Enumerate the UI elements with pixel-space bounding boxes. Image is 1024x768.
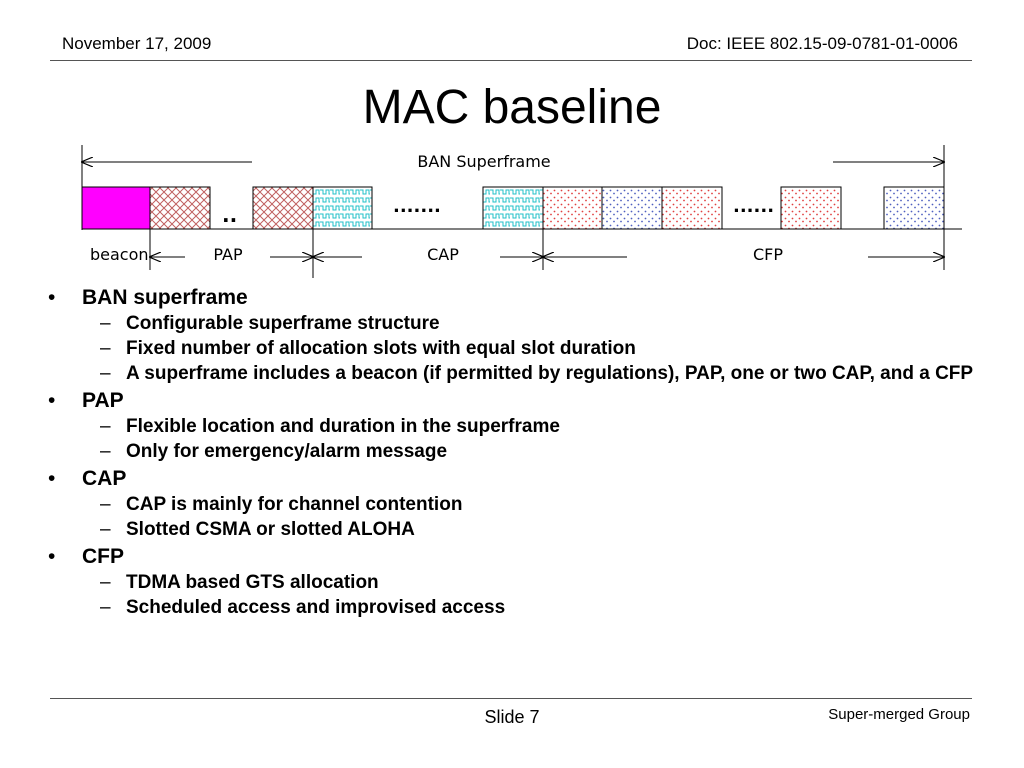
cfp-slot: [542, 186, 603, 230]
bullet-text: CFP: [82, 545, 124, 568]
bullet-text: BAN superframe: [82, 286, 248, 309]
sub-bullet-text: Configurable superframe structure: [126, 313, 440, 334]
sub-bullet-item: – Fixed number of allocation slots with e…: [48, 339, 978, 359]
sub-bullet-item: – CAP is mainly for channel contention: [48, 495, 978, 515]
superframe-diagram: BAN Superframe .. ....... ...... beacon …: [0, 145, 962, 278]
sub-bullet-item: – A superframe includes a beacon (if perm…: [48, 364, 978, 383]
sub-bullet-text: A superframe includes a beacon (if permi…: [126, 363, 974, 384]
sub-bullet-text: CAP is mainly for channel contention: [126, 494, 463, 515]
dash-marker: –: [100, 416, 111, 437]
dash-marker: –: [100, 572, 111, 593]
ellipsis-cfp: ......: [733, 196, 774, 217]
slide-title: MAC baseline: [362, 81, 662, 134]
cfp-label: CFP: [753, 245, 783, 264]
sub-bullet-text: Scheduled access and improvised access: [126, 597, 506, 618]
cfp-slot: [601, 186, 663, 230]
sub-bullet-item: – Scheduled access and improvised access: [48, 598, 978, 618]
header-date: November 17, 2009: [62, 34, 212, 53]
sub-bullet-item: – Slotted CSMA or slotted ALOHA: [48, 520, 978, 540]
pap-slot: [149, 186, 211, 230]
cfp-slot: [661, 186, 723, 230]
cap-label: CAP: [427, 245, 459, 264]
cfp-slot: [883, 186, 945, 230]
bullet-item: • CAP: [48, 467, 978, 491]
bullet-item: • CFP: [48, 545, 978, 569]
cap-slot: [482, 186, 544, 230]
sub-bullet-text: Fixed number of allocation slots with eq…: [126, 338, 636, 359]
dash-marker: –: [100, 338, 111, 359]
bullet-list: • BAN superframe – Configurable superframe…: [48, 286, 978, 623]
sub-bullet-text: TDMA based GTS allocation: [126, 572, 379, 593]
sub-bullet-item: – Configurable superframe structure: [48, 314, 978, 334]
bullet-text: PAP: [82, 389, 124, 412]
dash-marker: –: [100, 597, 111, 618]
bullet-marker: •: [48, 545, 56, 568]
bullet-marker: •: [48, 286, 56, 309]
header-rule: [50, 60, 972, 61]
sub-bullet-item: – Flexible location and duration in the s…: [48, 417, 978, 437]
beacon-slot: [81, 186, 151, 230]
beacon-label: beacon: [90, 245, 149, 264]
cap-slot: [312, 186, 373, 230]
dash-marker: –: [100, 494, 111, 515]
bullet-item: • BAN superframe: [48, 286, 978, 310]
bullet-text: CAP: [82, 467, 127, 490]
header-doc-id: Doc: IEEE 802.15-09-0781-01-0006: [686, 34, 958, 53]
pap-slot: [252, 186, 314, 230]
pap-label: PAP: [213, 245, 243, 264]
sub-bullet-text: Slotted CSMA or slotted ALOHA: [126, 519, 415, 540]
bullet-marker: •: [48, 467, 56, 490]
superframe-label: BAN Superframe: [417, 152, 550, 171]
slide-number: Slide 7: [484, 707, 540, 727]
bullet-item: • PAP: [48, 389, 978, 413]
sub-bullet-item: – Only for emergency/alarm message: [48, 442, 978, 462]
ellipsis-pap: ..: [222, 203, 237, 227]
cfp-slot: [780, 186, 842, 230]
dash-marker: –: [100, 313, 111, 334]
sub-bullet-text: Flexible location and duration in the su…: [126, 416, 560, 437]
ellipsis-cap: .......: [393, 196, 441, 217]
footer-rule: [50, 698, 972, 699]
dash-marker: –: [100, 363, 111, 384]
dash-marker: –: [100, 519, 111, 540]
sub-bullet-item: – TDMA based GTS allocation: [48, 573, 978, 593]
sub-bullet-text: Only for emergency/alarm message: [126, 441, 448, 462]
footer-group: Super-merged Group: [828, 706, 970, 723]
bullet-marker: •: [48, 389, 56, 412]
dash-marker: –: [100, 441, 111, 462]
